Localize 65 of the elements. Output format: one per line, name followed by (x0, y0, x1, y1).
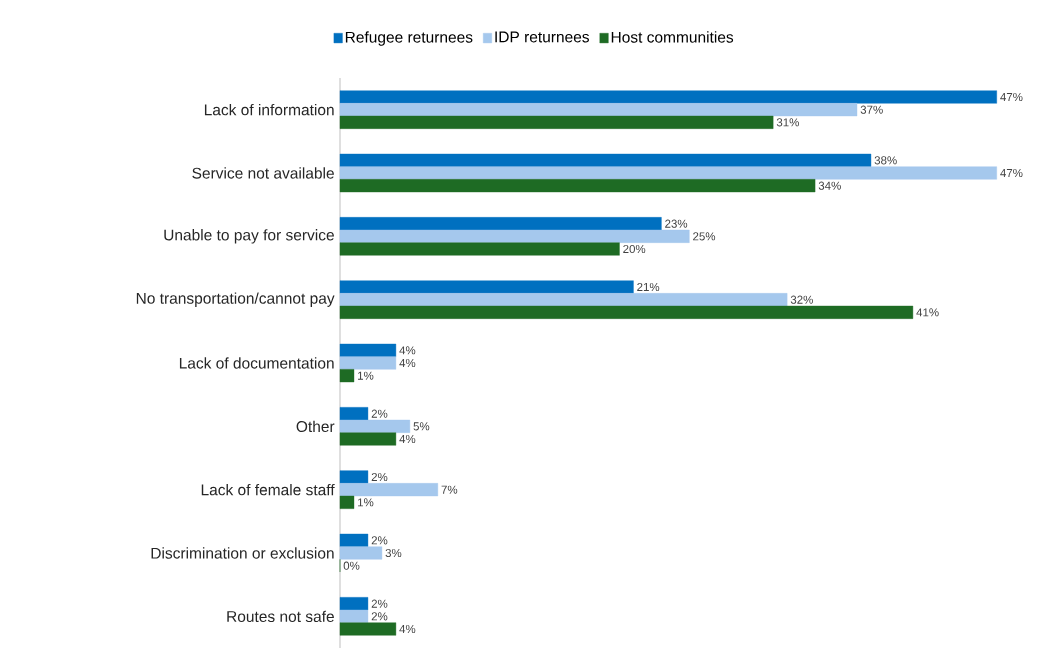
data-label: 7% (441, 485, 458, 494)
bar (339, 280, 634, 294)
bar (339, 217, 662, 231)
bar (339, 495, 355, 509)
bar (339, 597, 369, 611)
y-tick-label: Unable to pay for service (164, 229, 334, 244)
bar (339, 90, 997, 104)
bar (339, 179, 816, 193)
y-tick-label: Discrimination or exclusion (151, 547, 334, 559)
data-label: 4% (399, 624, 416, 634)
bar (339, 546, 383, 560)
bar (339, 483, 439, 497)
bar (339, 103, 858, 117)
legend-label: Host communities (611, 31, 734, 43)
legend-label: IDP returnees (495, 31, 589, 43)
bar (339, 369, 355, 383)
bar (339, 242, 620, 256)
y-tick-label: No transportation/cannot pay (136, 292, 335, 307)
bar (339, 609, 369, 623)
data-label: 21% (637, 282, 660, 292)
data-label: 20% (623, 244, 646, 254)
data-label: 47% (1000, 92, 1023, 102)
bar (339, 343, 397, 357)
y-tick-label: Other (296, 420, 335, 433)
data-label: 41% (916, 308, 939, 317)
data-label: 4% (399, 434, 416, 444)
y-tick-label: Service not available (192, 167, 334, 179)
bar (339, 229, 690, 243)
data-label: 4% (399, 358, 416, 368)
data-label: 5% (413, 422, 430, 431)
data-label: 1% (358, 371, 374, 380)
bar (339, 432, 397, 446)
bar (339, 533, 369, 547)
bar (339, 115, 774, 129)
data-label: 34% (818, 181, 841, 190)
bar (339, 153, 872, 167)
y-tick-label: Routes not safe (227, 610, 334, 623)
bar (339, 293, 788, 307)
bar (339, 356, 397, 370)
data-label: 1% (358, 498, 374, 507)
data-label: 2% (371, 409, 388, 418)
data-label: 4% (399, 346, 416, 355)
data-label: 2% (371, 472, 388, 482)
legend-label: Refugee returnees (345, 31, 473, 46)
bar (339, 166, 997, 180)
data-label: 31% (776, 118, 799, 127)
bar (339, 305, 914, 319)
data-label: 3% (385, 548, 402, 558)
y-tick-label: Lack of documentation (179, 357, 334, 369)
bar (339, 407, 369, 421)
y-tick-label: Lack of female staff (201, 483, 335, 496)
data-label: 0% (343, 561, 360, 570)
data-label: 37% (860, 105, 883, 114)
data-label: 2% (371, 599, 388, 608)
bar (339, 419, 411, 433)
data-label: 2% (371, 612, 388, 621)
data-label: 38% (874, 156, 897, 165)
data-label: 2% (371, 536, 388, 545)
y-tick-label: Lack of information (204, 103, 334, 116)
data-label: 32% (790, 295, 813, 304)
data-label: 25% (693, 232, 716, 241)
bar (339, 622, 397, 636)
bar (339, 470, 369, 484)
data-label: 47% (1000, 168, 1023, 178)
data-label: 23% (665, 219, 688, 228)
